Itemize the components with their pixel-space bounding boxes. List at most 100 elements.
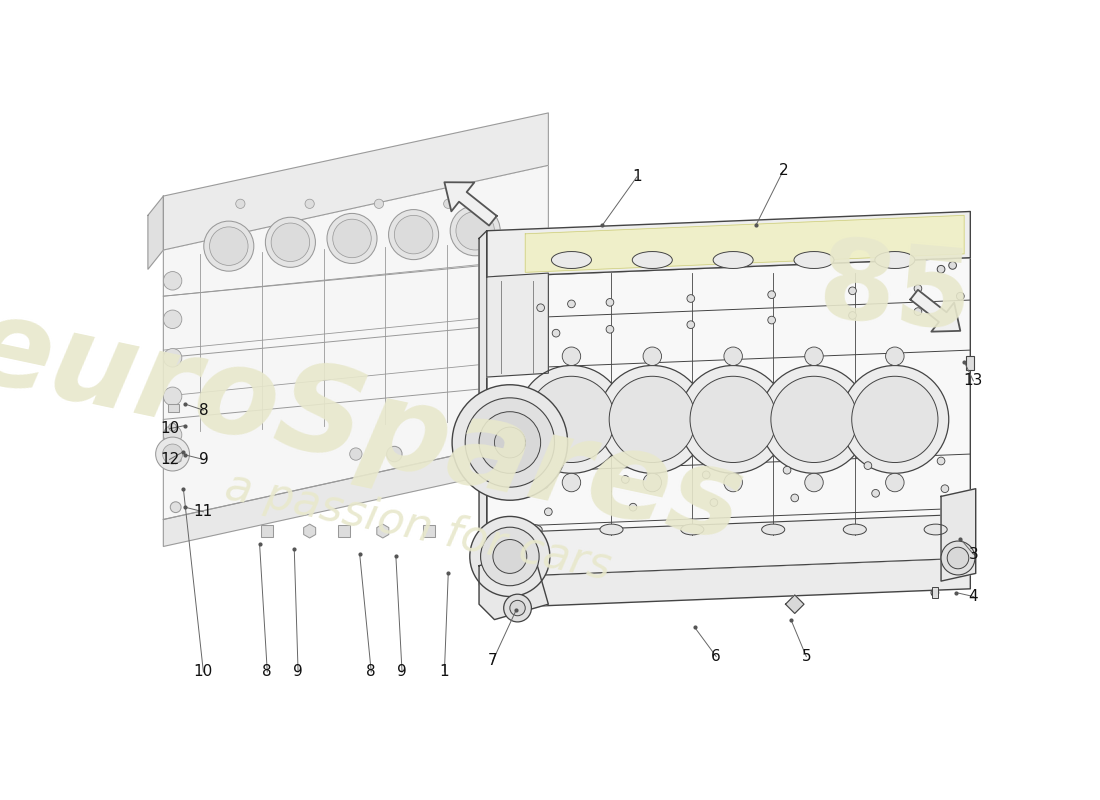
Text: 8: 8 [366, 665, 376, 679]
Circle shape [771, 376, 857, 462]
Circle shape [680, 366, 788, 474]
Ellipse shape [271, 223, 310, 262]
Bar [422, 525, 436, 538]
Text: 9: 9 [198, 452, 208, 467]
Ellipse shape [713, 251, 754, 269]
Polygon shape [486, 211, 970, 277]
Circle shape [609, 376, 695, 462]
Circle shape [783, 466, 791, 474]
Circle shape [886, 474, 904, 492]
Bar [932, 587, 938, 598]
Text: 6: 6 [712, 649, 722, 664]
Polygon shape [163, 166, 548, 519]
Circle shape [851, 376, 938, 462]
Circle shape [163, 349, 182, 367]
Circle shape [644, 474, 661, 492]
Polygon shape [147, 196, 163, 270]
Text: 2: 2 [779, 163, 788, 178]
Circle shape [495, 427, 526, 458]
Circle shape [350, 448, 362, 460]
Ellipse shape [844, 524, 867, 535]
Text: 1: 1 [440, 665, 449, 679]
Circle shape [805, 474, 823, 492]
Circle shape [544, 508, 552, 516]
Circle shape [537, 304, 544, 312]
Text: a passion for cars: a passion for cars [220, 466, 615, 589]
Polygon shape [163, 435, 548, 546]
Ellipse shape [332, 219, 372, 258]
Text: 3: 3 [968, 546, 978, 562]
Circle shape [914, 285, 922, 292]
Text: 1: 1 [632, 170, 641, 184]
Circle shape [481, 527, 539, 586]
Circle shape [886, 347, 904, 366]
Circle shape [163, 444, 183, 464]
Circle shape [849, 312, 856, 319]
Bar [338, 525, 351, 538]
Circle shape [493, 539, 527, 574]
Circle shape [156, 437, 189, 471]
Polygon shape [480, 230, 486, 585]
Ellipse shape [204, 221, 254, 271]
Circle shape [931, 589, 938, 597]
Circle shape [947, 547, 969, 569]
Polygon shape [486, 273, 548, 377]
Circle shape [948, 262, 957, 270]
Ellipse shape [874, 251, 915, 269]
Circle shape [629, 503, 637, 511]
Circle shape [518, 366, 625, 474]
Ellipse shape [519, 524, 542, 535]
Polygon shape [486, 258, 970, 578]
Circle shape [163, 271, 182, 290]
Polygon shape [911, 290, 960, 332]
Ellipse shape [395, 215, 433, 254]
Circle shape [940, 541, 975, 575]
Polygon shape [942, 489, 976, 581]
Text: 10: 10 [194, 665, 213, 679]
Circle shape [791, 494, 799, 502]
Circle shape [163, 387, 182, 406]
Polygon shape [486, 538, 970, 608]
Polygon shape [486, 514, 970, 578]
Circle shape [686, 321, 695, 329]
Circle shape [568, 300, 575, 308]
Text: 9: 9 [397, 665, 407, 679]
Circle shape [509, 600, 526, 616]
Text: 5: 5 [802, 649, 811, 664]
Circle shape [914, 308, 922, 315]
Circle shape [465, 398, 554, 487]
Polygon shape [526, 215, 964, 272]
Ellipse shape [209, 227, 249, 266]
Circle shape [690, 376, 777, 462]
Circle shape [170, 502, 182, 513]
Text: 4: 4 [969, 589, 978, 604]
Ellipse shape [327, 214, 377, 263]
Text: 11: 11 [194, 504, 213, 519]
Circle shape [235, 199, 245, 209]
Polygon shape [785, 595, 804, 614]
Circle shape [552, 330, 560, 337]
Bar [168, 404, 178, 412]
Text: 85: 85 [813, 232, 977, 352]
Circle shape [703, 471, 711, 478]
Circle shape [871, 490, 880, 497]
Circle shape [768, 316, 776, 324]
Bar [967, 356, 975, 370]
Circle shape [480, 412, 541, 474]
Circle shape [305, 199, 315, 209]
Circle shape [452, 385, 568, 500]
Circle shape [957, 292, 964, 300]
Circle shape [760, 366, 868, 474]
Polygon shape [163, 113, 548, 250]
Text: 10: 10 [160, 421, 179, 436]
Ellipse shape [794, 251, 834, 269]
Circle shape [937, 266, 945, 273]
Text: 9: 9 [294, 665, 302, 679]
Circle shape [724, 474, 743, 492]
Ellipse shape [924, 524, 947, 535]
Circle shape [443, 199, 453, 209]
Circle shape [849, 287, 856, 294]
Circle shape [768, 291, 776, 298]
Ellipse shape [761, 524, 784, 535]
Bar [261, 525, 274, 538]
